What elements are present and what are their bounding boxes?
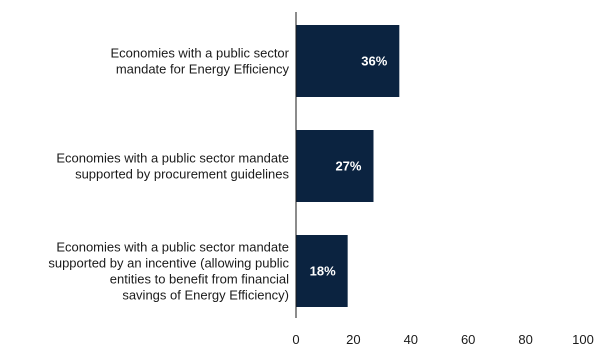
bar-value-label-1: 36%: [361, 54, 387, 69]
category-label-1-line-1: Economies with a public sector: [111, 46, 290, 61]
bars-layer: 36% 27% 18%: [296, 25, 400, 307]
category-label-2: Economies with a public sector mandate su…: [56, 151, 289, 182]
category-label-3-line-4: savings of Energy Efficiency): [122, 288, 289, 303]
bar-2: [296, 130, 374, 202]
bar-value-label-3: 18%: [310, 264, 336, 279]
category-label-3-line-2: supported by an incentive (allowing publ…: [48, 256, 289, 271]
category-labels-layer: Economies with a public sector mandate fo…: [48, 46, 289, 303]
x-tick-label-0: 0: [292, 332, 299, 347]
x-tick-label-60: 60: [461, 332, 475, 347]
category-label-2-line-1: Economies with a public sector mandate: [56, 151, 289, 166]
category-label-3-line-3: entities to benefit from financial: [110, 272, 289, 287]
category-label-1: Economies with a public sector mandate fo…: [111, 46, 290, 77]
category-label-1-line-2: mandate for Energy Efficiency: [116, 62, 290, 77]
category-label-3-line-1: Economies with a public sector mandate: [56, 240, 289, 255]
category-label-2-line-2: supported by procurement guidelines: [75, 167, 289, 182]
bar-1: [296, 25, 400, 97]
x-tick-label-100: 100: [572, 332, 594, 347]
bar-3: [296, 235, 348, 307]
x-tick-label-40: 40: [404, 332, 418, 347]
x-tick-label-80: 80: [518, 332, 532, 347]
category-label-3: Economies with a public sector mandate su…: [48, 240, 289, 303]
x-tick-label-20: 20: [346, 332, 360, 347]
x-axis-ticks-layer: 0 20 40 60 80 100: [292, 332, 593, 347]
bar-value-label-2: 27%: [335, 159, 361, 174]
